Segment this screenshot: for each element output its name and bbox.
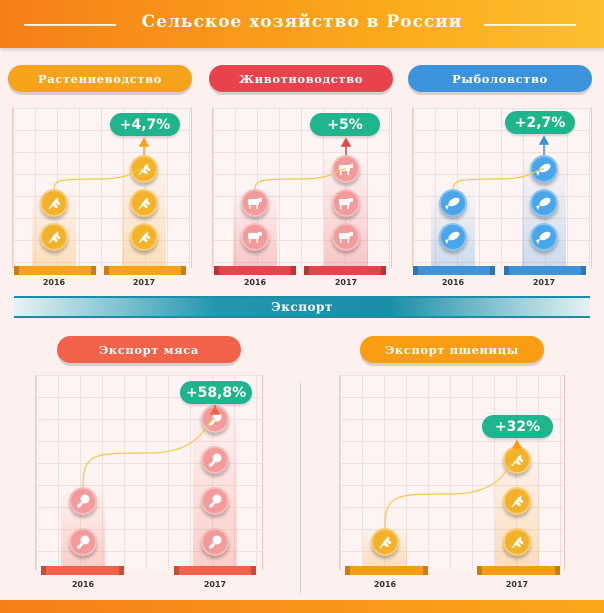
axis-base-bar — [214, 266, 296, 275]
pictogram-coin — [530, 189, 558, 217]
pictogram-coin — [332, 189, 360, 217]
year-label: 2017 — [132, 278, 156, 287]
wheat-icon — [46, 229, 62, 245]
pictogram-coin — [503, 528, 531, 556]
pictogram-coin — [201, 405, 229, 433]
pictogram-coin — [332, 223, 360, 251]
pictogram-coin — [69, 528, 97, 556]
export-section-title: Экспорт — [14, 296, 590, 318]
wheat-icon — [46, 195, 62, 211]
pictogram-coin — [241, 189, 269, 217]
year-label: 2017 — [334, 278, 358, 287]
year-label: 2017 — [532, 278, 556, 287]
cow-icon — [337, 196, 355, 210]
drumstick-icon — [75, 534, 91, 550]
wheat-icon — [509, 534, 525, 550]
chart-title-pill: Экспорт мяса — [57, 336, 241, 363]
pictogram-coin — [201, 528, 229, 556]
axis-base-bar — [41, 566, 124, 575]
cow-icon — [246, 230, 264, 244]
chart-grid — [412, 108, 592, 268]
axis-base-bar — [174, 566, 256, 575]
drumstick-icon — [207, 411, 223, 427]
axis-base-bar — [413, 266, 495, 275]
fish-icon — [535, 229, 553, 245]
cow-icon — [337, 162, 355, 176]
title-line-left — [24, 24, 116, 26]
change-badge: +58,8% — [180, 381, 252, 404]
axis-base-bar — [104, 266, 186, 275]
pictogram-coin — [439, 189, 467, 217]
pictogram-coin — [201, 446, 229, 474]
wheat-icon — [136, 195, 152, 211]
year-label: 2016 — [42, 278, 66, 287]
year-label: 2016 — [243, 278, 267, 287]
pictogram-coin — [130, 189, 158, 217]
axis-base-bar — [345, 566, 428, 575]
wheat-icon — [136, 161, 152, 177]
pictogram-coin — [201, 487, 229, 515]
change-badge: +4,7% — [110, 113, 180, 136]
pictogram-coin — [503, 487, 531, 515]
wheat-icon — [509, 452, 525, 468]
page-title: Сельское хозяйство в России — [141, 12, 463, 32]
axis-base-bar — [504, 266, 586, 275]
fish-icon — [535, 195, 553, 211]
change-badge: +32% — [482, 415, 553, 438]
year-label: 2017 — [203, 580, 227, 589]
wheat-icon — [136, 229, 152, 245]
axis-base-bar — [477, 566, 560, 575]
wheat-icon — [509, 493, 525, 509]
chart-title-pill: Растениеводство — [8, 65, 192, 92]
pictogram-coin — [332, 155, 360, 183]
divider — [300, 383, 301, 593]
change-badge: +2,7% — [505, 111, 575, 134]
cow-icon — [246, 196, 264, 210]
chart-title-pill: Экспорт пшеницы — [360, 336, 544, 363]
wheat-icon — [377, 534, 393, 550]
chart-title-pill: Рыболовство — [408, 65, 592, 92]
fish-icon — [444, 195, 462, 211]
pictogram-coin — [530, 223, 558, 251]
pictogram-coin — [503, 446, 531, 474]
header-banner: Сельское хозяйство в России — [0, 0, 604, 48]
pictogram-coin — [130, 223, 158, 251]
pictogram-coin — [371, 528, 399, 556]
pictogram-coin — [439, 223, 467, 251]
year-label: 2016 — [71, 580, 95, 589]
axis-base-bar — [14, 266, 96, 275]
axis-base-bar — [304, 266, 386, 275]
pictogram-coin — [130, 155, 158, 183]
change-badge: +5% — [310, 113, 380, 136]
title-line-right — [484, 24, 576, 26]
chart-title-pill: Животноводство — [209, 65, 393, 92]
cow-icon — [337, 230, 355, 244]
fish-icon — [535, 161, 553, 177]
pictogram-coin — [530, 155, 558, 183]
drumstick-icon — [207, 534, 223, 550]
year-label: 2016 — [441, 278, 465, 287]
pictogram-coin — [241, 223, 269, 251]
fish-icon — [444, 229, 462, 245]
pictogram-coin — [69, 487, 97, 515]
year-label: 2016 — [373, 580, 397, 589]
drumstick-icon — [207, 452, 223, 468]
footer-band — [0, 600, 604, 613]
year-label: 2017 — [505, 580, 529, 589]
drumstick-icon — [207, 493, 223, 509]
drumstick-icon — [75, 493, 91, 509]
pictogram-coin — [40, 189, 68, 217]
pictogram-coin — [40, 223, 68, 251]
